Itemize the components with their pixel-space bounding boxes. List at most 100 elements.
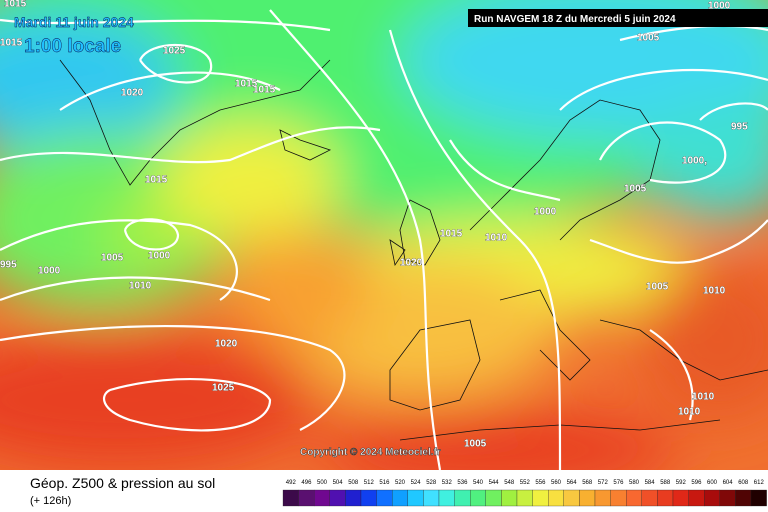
legend-value: 564 xyxy=(567,480,578,486)
legend-value: 612 xyxy=(754,480,765,486)
legend-value: 560 xyxy=(551,480,562,486)
legend-swatch xyxy=(548,489,564,507)
isobar-label: 1010 xyxy=(678,407,701,418)
legend-swatch xyxy=(454,489,471,507)
legend-value: 584 xyxy=(645,480,656,486)
legend-value: 500 xyxy=(317,480,328,486)
legend-swatch xyxy=(641,489,658,507)
legend-value: 572 xyxy=(598,480,609,486)
legend-value: 528 xyxy=(426,480,437,486)
isobar-label: 1010 xyxy=(692,392,715,403)
legend-swatch xyxy=(750,489,767,507)
legend-value: 504 xyxy=(333,480,344,486)
legend-value: 536 xyxy=(457,480,468,486)
isobar-label: 1015 xyxy=(440,229,463,240)
legend-swatch xyxy=(314,489,330,507)
legend-swatch xyxy=(470,489,486,507)
legend-value: 540 xyxy=(473,480,484,486)
legend-value: 592 xyxy=(676,480,687,486)
isobar-label: 1005 xyxy=(646,282,669,293)
isobar-label: 1000 xyxy=(38,266,61,277)
legend-swatch xyxy=(657,489,674,507)
legend-swatch xyxy=(688,489,705,507)
isobar-label: 1010 xyxy=(129,281,152,292)
legend-value: 576 xyxy=(613,480,624,486)
local-time: 1:00 locale xyxy=(24,36,121,57)
legend-swatch xyxy=(735,489,752,507)
legend-swatch xyxy=(610,489,627,507)
legend-swatch xyxy=(407,489,424,507)
legend-value: 496 xyxy=(301,480,312,486)
legend-swatch xyxy=(626,489,642,507)
isobar-label: 1010 xyxy=(485,233,508,244)
isobars xyxy=(0,9,768,471)
legend-swatch xyxy=(392,489,408,507)
isobar-label: 1005 xyxy=(624,184,647,195)
isobar-label: 1000 xyxy=(708,1,731,12)
run-info: Run NAVGEM 18 Z du Mercredi 5 juin 2024 xyxy=(474,14,676,25)
isobar-label: 1025 xyxy=(212,383,235,394)
isobar-label: 1000 xyxy=(148,251,171,262)
legend-value: 508 xyxy=(348,480,359,486)
legend-value: 608 xyxy=(738,480,749,486)
legend-swatch xyxy=(282,489,299,507)
legend-swatch xyxy=(532,489,549,507)
isobar-label: 1005 xyxy=(101,253,124,264)
legend-value: 556 xyxy=(535,480,546,486)
legend-value: 544 xyxy=(489,480,500,486)
legend-value: 520 xyxy=(395,480,406,486)
isobar-label: 1015 xyxy=(4,0,27,10)
isobar-label: 1010 xyxy=(703,286,726,297)
isobar-label: 1005 xyxy=(464,439,487,450)
legend-value: 548 xyxy=(504,480,515,486)
legend-swatch xyxy=(516,489,533,507)
isobar-label: 1015 xyxy=(235,79,258,90)
isobar-label: 1005 xyxy=(637,33,660,44)
isobar-label: 1015 xyxy=(253,85,276,96)
legend-swatch xyxy=(501,489,518,507)
legend-swatch xyxy=(563,489,580,507)
isobar-label: 1000 xyxy=(534,207,557,218)
legend-value: 568 xyxy=(582,480,593,486)
isobar-label: 1025 xyxy=(163,46,186,57)
legend-swatch xyxy=(329,489,346,507)
legend-value: 512 xyxy=(364,480,375,486)
isobar-label: 1020 xyxy=(121,88,144,99)
legend-swatch xyxy=(672,489,689,507)
legend-value: 492 xyxy=(286,480,297,486)
legend-swatch xyxy=(298,489,315,507)
legend-swatch xyxy=(423,489,440,507)
legend-swatch xyxy=(704,489,720,507)
footer-lead: (+ 126h) xyxy=(30,495,71,507)
legend-value: 596 xyxy=(691,480,702,486)
legend-swatch xyxy=(719,489,736,507)
legend-swatch xyxy=(345,489,362,507)
geopotential-field xyxy=(0,0,768,470)
legend-swatch xyxy=(579,489,596,507)
legend-value: 552 xyxy=(520,480,531,486)
legend-value: 580 xyxy=(629,480,640,486)
isobar-label: 995 xyxy=(731,122,748,133)
legend-swatch xyxy=(438,489,455,507)
legend-value: 588 xyxy=(660,480,671,486)
copyright: Copyright © 2024 Meteociel.fr xyxy=(300,447,441,458)
isobar-label: 995 xyxy=(0,260,17,271)
isobar-label: 1015 xyxy=(145,175,168,186)
legend-value: 516 xyxy=(379,480,390,486)
isobar-label: 1020 xyxy=(400,258,423,269)
isobar-label: 1015 xyxy=(0,38,23,49)
footer-title: Géop. Z500 & pression au sol xyxy=(30,475,215,491)
legend-value: 600 xyxy=(707,480,718,486)
legend-swatch xyxy=(376,489,393,507)
run-banner xyxy=(468,9,768,27)
forecast-date: Mardi 11 juin 2024 xyxy=(14,14,134,30)
legend-value: 604 xyxy=(723,480,734,486)
legend-swatch xyxy=(594,489,611,507)
legend-value: 532 xyxy=(442,480,453,486)
legend-value: 524 xyxy=(411,480,422,486)
color-legend: 492 496 500 504 508 512 516 520 524 528 532 536 540 5… xyxy=(282,480,767,507)
isobar-label: 1000, xyxy=(682,156,707,167)
legend-swatch xyxy=(485,489,502,507)
